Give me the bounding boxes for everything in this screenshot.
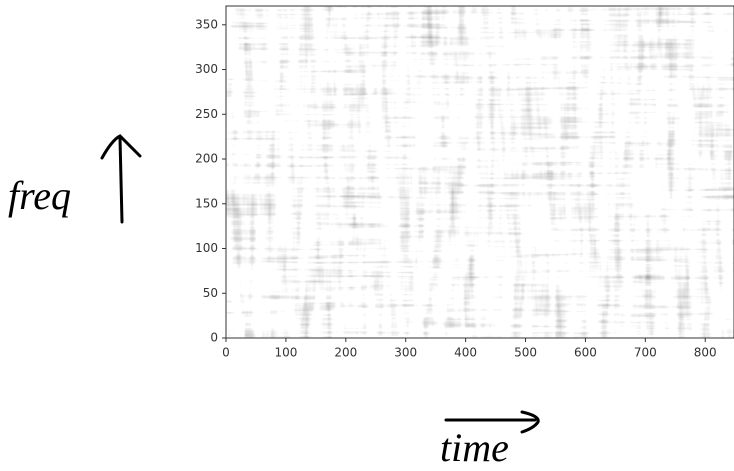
x-tick-label: 400 [454, 346, 477, 360]
y-tick-label: 0 [210, 331, 218, 345]
y-tick-label: 100 [195, 241, 218, 255]
y-tick-label: 250 [195, 107, 218, 121]
y-tick-label: 200 [195, 152, 218, 166]
up-arrow [100, 134, 142, 224]
x-tick-label: 100 [274, 346, 297, 360]
x-axis-label: time [440, 425, 509, 470]
x-tick-label: 800 [694, 346, 717, 360]
x-tick-label: 500 [514, 346, 537, 360]
x-tick-label: 200 [334, 346, 357, 360]
y-tick-label: 350 [195, 17, 218, 31]
plot-frame [225, 5, 734, 339]
x-tick-label: 600 [574, 346, 597, 360]
spectrogram-image [226, 6, 734, 338]
y-tick-label: 300 [195, 62, 218, 76]
y-axis-label: freq [8, 173, 71, 218]
y-tick-label: 150 [195, 196, 218, 210]
right-arrow [444, 410, 540, 434]
y-tick-label: 50 [203, 286, 218, 300]
x-tick-label: 300 [394, 346, 417, 360]
x-tick-label: 700 [634, 346, 657, 360]
x-tick-label: 0 [222, 346, 230, 360]
